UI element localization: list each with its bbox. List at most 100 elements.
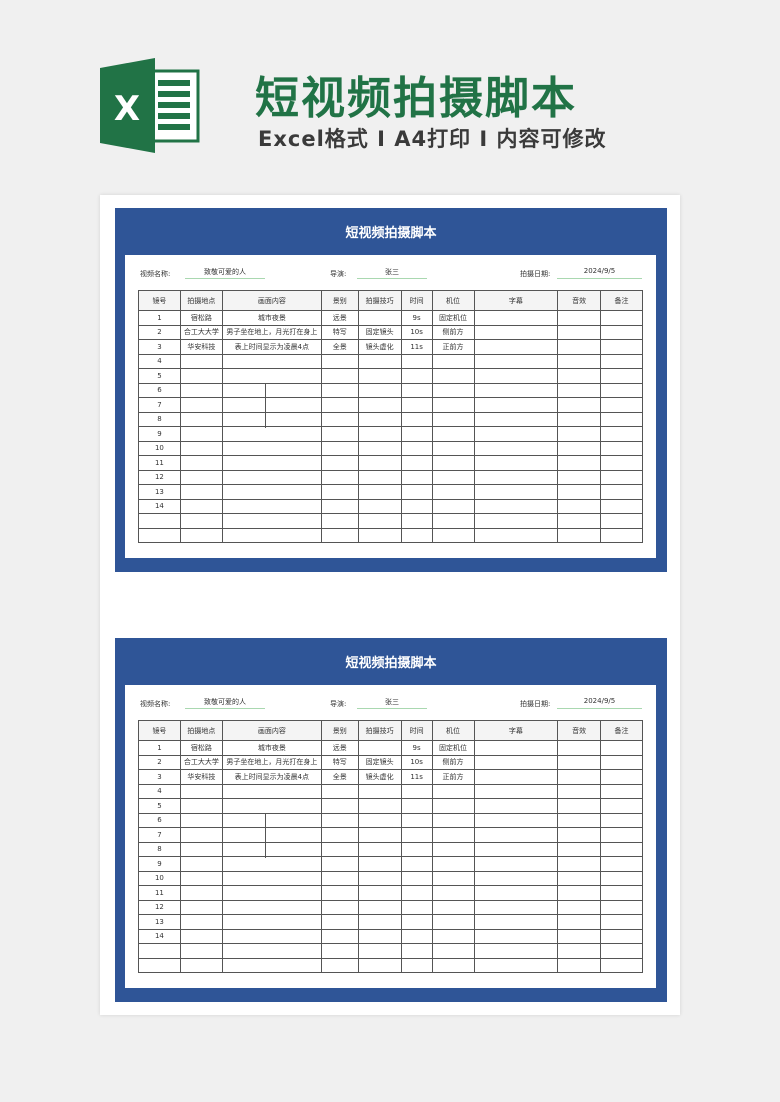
table-cell[interactable]: 14 xyxy=(138,498,181,514)
table-cell[interactable] xyxy=(221,426,322,442)
table-cell[interactable] xyxy=(320,870,359,886)
table-cell[interactable] xyxy=(600,841,643,857)
table-cell[interactable] xyxy=(221,943,322,959)
table-cell[interactable]: 男子坐在地上，月光打在身上 xyxy=(221,754,322,770)
table-cell[interactable] xyxy=(473,754,559,770)
table-cell[interactable] xyxy=(431,812,475,828)
table-cell[interactable] xyxy=(179,440,223,456)
table-cell[interactable] xyxy=(179,943,223,959)
table-cell[interactable] xyxy=(431,411,475,427)
table-cell[interactable] xyxy=(600,899,643,915)
table-cell[interactable] xyxy=(557,426,602,442)
director-field[interactable]: 张三 xyxy=(357,697,427,709)
date-field[interactable]: 2024/9/5 xyxy=(557,267,642,279)
table-cell[interactable] xyxy=(400,426,433,442)
table-cell[interactable] xyxy=(400,411,433,427)
table-cell[interactable] xyxy=(357,928,402,944)
table-cell[interactable] xyxy=(557,484,602,500)
table-cell[interactable] xyxy=(431,870,475,886)
table-cell[interactable] xyxy=(221,798,322,814)
table-cell[interactable] xyxy=(431,928,475,944)
table-cell[interactable] xyxy=(138,957,181,973)
table-cell[interactable] xyxy=(357,527,402,543)
table-cell[interactable] xyxy=(473,411,559,427)
table-cell[interactable] xyxy=(179,426,223,442)
table-cell[interactable] xyxy=(320,856,359,872)
table-cell[interactable] xyxy=(557,943,602,959)
table-cell[interactable] xyxy=(138,527,181,543)
table-cell[interactable] xyxy=(320,957,359,973)
table-cell[interactable]: 固定机位 xyxy=(431,310,475,326)
table-cell[interactable] xyxy=(320,426,359,442)
table-cell[interactable]: 远景 xyxy=(320,310,359,326)
table-cell[interactable]: 7 xyxy=(138,827,181,843)
table-cell[interactable]: 远景 xyxy=(320,740,359,756)
table-cell[interactable] xyxy=(320,798,359,814)
table-cell[interactable] xyxy=(557,397,602,413)
table-cell[interactable] xyxy=(221,812,322,828)
table-cell[interactable] xyxy=(357,783,402,799)
table-cell[interactable] xyxy=(473,426,559,442)
table-cell[interactable]: 5 xyxy=(138,368,181,384)
table-cell[interactable] xyxy=(557,339,602,355)
table-cell[interactable] xyxy=(179,397,223,413)
table-cell[interactable] xyxy=(221,527,322,543)
table-cell[interactable]: 合工大大学 xyxy=(179,324,223,340)
table-cell[interactable] xyxy=(431,397,475,413)
table-cell[interactable] xyxy=(320,812,359,828)
table-cell[interactable] xyxy=(357,957,402,973)
table-cell[interactable] xyxy=(357,411,402,427)
table-cell[interactable] xyxy=(600,455,643,471)
table-cell[interactable] xyxy=(600,411,643,427)
table-cell[interactable] xyxy=(221,469,322,485)
table-cell[interactable] xyxy=(320,397,359,413)
table-cell[interactable] xyxy=(431,798,475,814)
table-cell[interactable] xyxy=(320,484,359,500)
table-cell[interactable]: 1 xyxy=(138,740,181,756)
table-cell[interactable] xyxy=(179,368,223,384)
table-cell[interactable] xyxy=(473,469,559,485)
table-cell[interactable] xyxy=(600,324,643,340)
table-cell[interactable] xyxy=(557,440,602,456)
table-cell[interactable] xyxy=(473,943,559,959)
table-cell[interactable] xyxy=(400,856,433,872)
table-cell[interactable] xyxy=(221,513,322,529)
table-cell[interactable] xyxy=(357,798,402,814)
table-cell[interactable] xyxy=(179,498,223,514)
table-cell[interactable]: 4 xyxy=(138,783,181,799)
table-cell[interactable] xyxy=(400,943,433,959)
table-cell[interactable] xyxy=(320,914,359,930)
table-cell[interactable] xyxy=(357,841,402,857)
table-cell[interactable]: 9 xyxy=(138,856,181,872)
table-cell[interactable] xyxy=(221,368,322,384)
table-cell[interactable] xyxy=(400,397,433,413)
table-cell[interactable] xyxy=(557,798,602,814)
table-cell[interactable] xyxy=(557,783,602,799)
table-cell[interactable] xyxy=(179,870,223,886)
table-cell[interactable] xyxy=(600,469,643,485)
table-cell[interactable] xyxy=(431,943,475,959)
table-cell[interactable]: 10 xyxy=(138,440,181,456)
table-cell[interactable] xyxy=(400,783,433,799)
table-cell[interactable] xyxy=(431,440,475,456)
table-cell[interactable] xyxy=(357,870,402,886)
table-cell[interactable] xyxy=(357,827,402,843)
table-cell[interactable] xyxy=(557,885,602,901)
table-cell[interactable] xyxy=(473,397,559,413)
table-cell[interactable] xyxy=(557,870,602,886)
table-cell[interactable] xyxy=(179,841,223,857)
table-cell[interactable] xyxy=(221,353,322,369)
table-cell[interactable] xyxy=(431,426,475,442)
table-cell[interactable] xyxy=(473,324,559,340)
table-cell[interactable] xyxy=(557,368,602,384)
table-cell[interactable] xyxy=(320,440,359,456)
table-cell[interactable]: 9 xyxy=(138,426,181,442)
table-cell[interactable] xyxy=(473,339,559,355)
table-cell[interactable] xyxy=(400,885,433,901)
table-cell[interactable] xyxy=(473,841,559,857)
table-cell[interactable]: 9s xyxy=(400,740,433,756)
table-cell[interactable]: 特写 xyxy=(320,324,359,340)
table-cell[interactable] xyxy=(400,841,433,857)
table-cell[interactable] xyxy=(400,513,433,529)
table-cell[interactable] xyxy=(600,885,643,901)
